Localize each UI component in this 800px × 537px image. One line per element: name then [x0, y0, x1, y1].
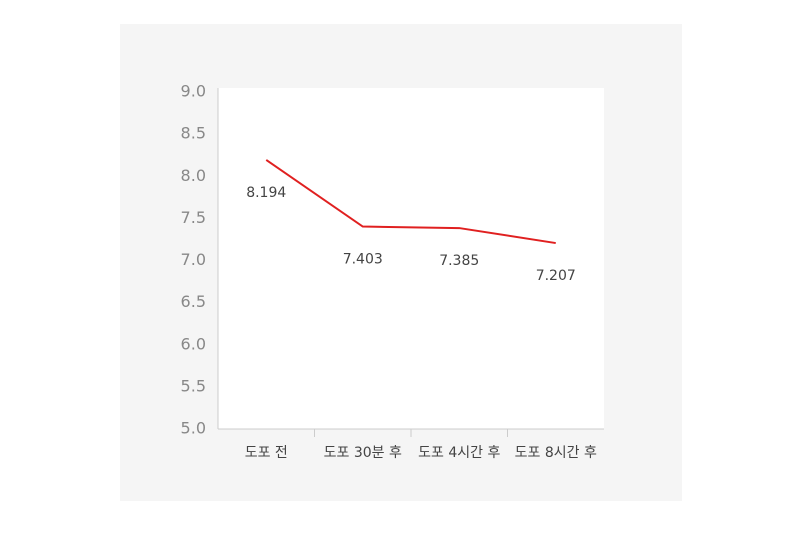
x-tick-label: 도포 30분 후	[324, 445, 402, 461]
y-tick-label: 6.5	[181, 292, 206, 311]
x-tick-label: 도포 4시간 후	[418, 445, 500, 461]
y-tick-label: 6.0	[181, 334, 206, 353]
plot-area	[218, 88, 604, 429]
x-tick-label: 도포 전	[245, 445, 288, 461]
y-tick-label: 5.5	[181, 376, 206, 395]
line	[265, 159, 556, 245]
value-label: 8.194	[246, 185, 286, 201]
x-tick-label: 도포 8시간 후	[515, 445, 597, 461]
y-tick-label: 7.5	[181, 208, 206, 227]
y-tick-label: 8.0	[181, 166, 206, 185]
value-label: 7.385	[439, 253, 479, 269]
y-tick-label: 8.5	[181, 124, 206, 143]
y-tick-label: 5.0	[181, 419, 206, 438]
y-tick-label: 9.0	[181, 82, 206, 101]
value-label: 7.207	[536, 268, 576, 284]
y-tick-label: 7.0	[181, 250, 206, 269]
value-label: 7.403	[343, 252, 383, 268]
